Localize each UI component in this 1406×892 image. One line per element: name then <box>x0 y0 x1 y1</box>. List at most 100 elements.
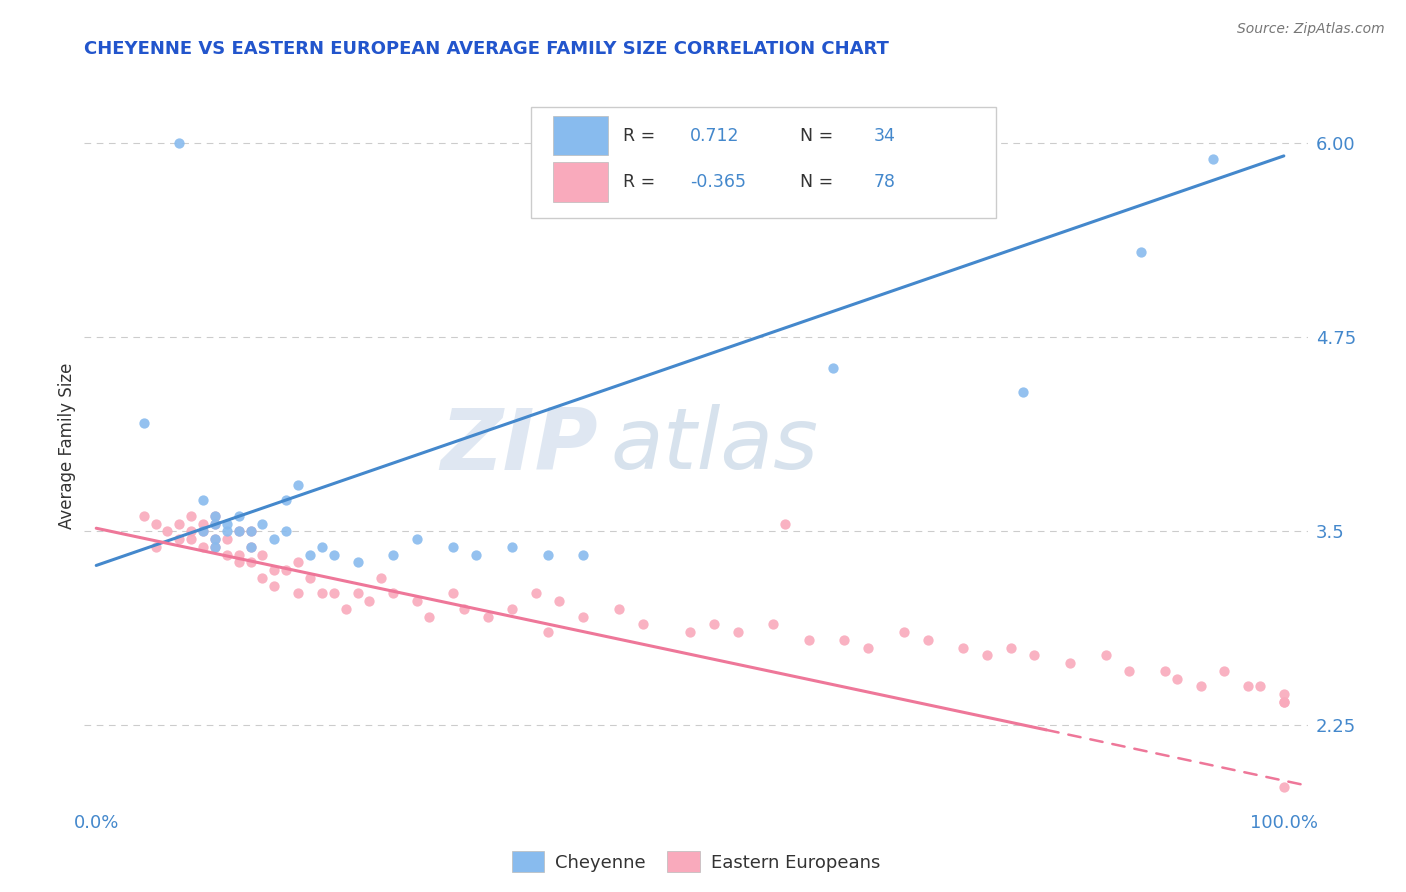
Point <box>156 524 179 539</box>
Legend: Cheyenne, Eastern Europeans: Cheyenne, Eastern Europeans <box>505 844 887 880</box>
Point <box>204 516 226 531</box>
Point <box>1130 245 1153 260</box>
Point <box>204 532 226 546</box>
Point <box>631 617 654 632</box>
Point <box>287 586 309 600</box>
Point <box>1237 680 1260 694</box>
Point <box>1272 695 1295 709</box>
Point <box>821 361 844 376</box>
Point <box>204 516 226 531</box>
Text: 0.712: 0.712 <box>690 127 740 145</box>
Point <box>703 617 725 632</box>
Point <box>572 548 595 562</box>
Point <box>228 524 250 539</box>
Point <box>441 540 464 554</box>
Text: R =: R = <box>623 127 661 145</box>
Point <box>311 540 333 554</box>
Text: CHEYENNE VS EASTERN EUROPEAN AVERAGE FAMILY SIZE CORRELATION CHART: CHEYENNE VS EASTERN EUROPEAN AVERAGE FAM… <box>84 40 889 58</box>
Point <box>298 548 321 562</box>
Point <box>572 609 595 624</box>
Text: N =: N = <box>800 173 839 191</box>
Point <box>548 594 571 608</box>
Point <box>276 524 298 539</box>
Point <box>180 508 202 523</box>
Point <box>132 508 155 523</box>
Point <box>607 602 630 616</box>
Point <box>239 540 262 554</box>
Point <box>311 586 333 600</box>
Point <box>501 602 523 616</box>
Point <box>228 524 250 539</box>
Point <box>215 516 238 531</box>
Point <box>191 524 214 539</box>
Bar <box>553 116 607 155</box>
Point <box>1000 640 1022 655</box>
Point <box>239 555 262 569</box>
Bar <box>553 162 607 202</box>
Point <box>252 548 274 562</box>
Point <box>976 648 998 663</box>
Point <box>1272 780 1295 795</box>
Point <box>1272 695 1295 709</box>
Point <box>346 586 368 600</box>
Point <box>441 586 464 600</box>
Point <box>287 555 309 569</box>
Point <box>204 508 226 523</box>
Text: N =: N = <box>800 127 839 145</box>
Point <box>204 508 226 523</box>
Point <box>536 625 558 640</box>
Point <box>215 524 238 539</box>
Point <box>346 555 368 569</box>
Point <box>773 516 796 531</box>
Point <box>382 548 405 562</box>
Point <box>169 532 191 546</box>
Point <box>1189 680 1212 694</box>
Point <box>382 586 405 600</box>
Point <box>180 532 202 546</box>
Point <box>215 532 238 546</box>
Point <box>1272 687 1295 701</box>
Point <box>359 594 381 608</box>
Point <box>406 532 429 546</box>
Point <box>893 625 915 640</box>
Point <box>228 508 250 523</box>
Point <box>145 540 167 554</box>
Point <box>204 540 226 554</box>
Point <box>762 617 785 632</box>
Point <box>917 632 939 647</box>
Text: 78: 78 <box>873 173 896 191</box>
Point <box>1201 152 1223 166</box>
Point <box>191 493 214 508</box>
Point <box>276 493 298 508</box>
Point <box>1213 664 1236 678</box>
Point <box>287 477 309 491</box>
FancyBboxPatch shape <box>531 107 995 218</box>
Point <box>406 594 429 608</box>
Point <box>252 516 274 531</box>
Point <box>169 516 191 531</box>
Point <box>263 532 285 546</box>
Point <box>322 548 344 562</box>
Point <box>191 524 214 539</box>
Point <box>418 609 440 624</box>
Point <box>797 632 820 647</box>
Point <box>191 516 214 531</box>
Point <box>180 524 202 539</box>
Text: Source: ZipAtlas.com: Source: ZipAtlas.com <box>1237 22 1385 37</box>
Point <box>1024 648 1046 663</box>
Point <box>501 540 523 554</box>
Point <box>298 571 321 585</box>
Point <box>856 640 879 655</box>
Point <box>169 136 191 151</box>
Point <box>145 516 167 531</box>
Point <box>239 540 262 554</box>
Point <box>228 555 250 569</box>
Point <box>536 548 558 562</box>
Point <box>1118 664 1140 678</box>
Point <box>1249 680 1271 694</box>
Point <box>834 632 856 647</box>
Point <box>204 540 226 554</box>
Point <box>1166 672 1188 686</box>
Point <box>263 579 285 593</box>
Point <box>1094 648 1116 663</box>
